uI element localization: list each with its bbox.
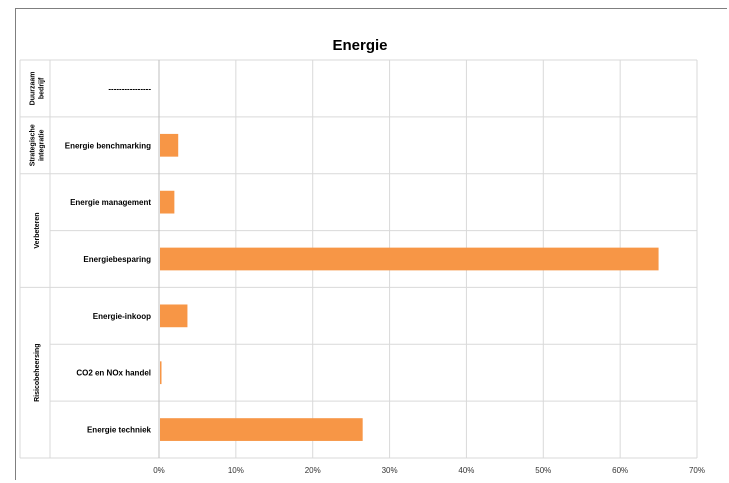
bar xyxy=(160,133,179,157)
x-tick-label: 0% xyxy=(153,466,165,475)
chart-title: Energie xyxy=(332,37,387,54)
x-tick-label: 20% xyxy=(305,466,321,475)
group-label: bedrijf xyxy=(38,77,45,99)
category-label: Energie benchmarking xyxy=(65,141,151,150)
category-label: Energie-inkoop xyxy=(93,312,151,321)
group-label: Duurzaam xyxy=(29,72,36,106)
bar xyxy=(160,361,162,385)
group-label: integratie xyxy=(38,129,45,161)
group-label: Risicobeheersing xyxy=(34,344,41,402)
bar xyxy=(160,190,175,214)
x-tick-label: 50% xyxy=(535,466,551,475)
bar xyxy=(160,247,659,271)
category-label: Energie techniek xyxy=(87,426,152,435)
x-tick-label: 70% xyxy=(689,466,705,475)
category-label: Energie management xyxy=(70,198,151,207)
bar xyxy=(160,304,188,328)
x-tick-label: 60% xyxy=(612,466,628,475)
x-tick-label: 30% xyxy=(382,466,398,475)
category-label: ---------------- xyxy=(108,84,151,93)
x-tick-label: 10% xyxy=(228,466,244,475)
chart-frame xyxy=(15,8,727,480)
x-tick-labels: 0% 10% 20% 30% 40% 50% 60% 70% xyxy=(153,466,705,475)
bars xyxy=(160,133,659,441)
category-labels: ---------------- Energie benchmarking Ener… xyxy=(65,84,152,434)
category-label: Energiebesparing xyxy=(83,255,151,264)
group-label: Strategische xyxy=(29,124,36,166)
x-tick-label: 40% xyxy=(458,466,474,475)
group-label: Verbeteren xyxy=(34,212,41,248)
group-labels: Duurzaam bedrijf Strategische integratie Ver… xyxy=(29,72,45,402)
category-label: CO2 en NOx handel xyxy=(76,369,151,378)
bar xyxy=(160,418,363,441)
